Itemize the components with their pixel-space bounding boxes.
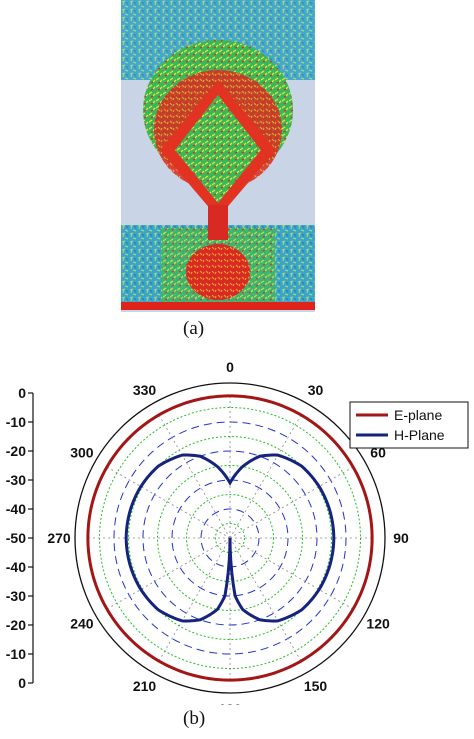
polar-chart: 0306090120150180210240270300330 0-10-20-… <box>6 359 469 705</box>
series-line-h-plane <box>124 453 336 623</box>
panel-b-caption: (b) <box>183 708 206 729</box>
radial-tick-label: 0 <box>18 385 26 401</box>
legend-box <box>349 401 469 449</box>
angle-tick-label: 240 <box>70 616 94 632</box>
radial-tick-label: -40 <box>6 501 26 517</box>
grid-spoke <box>229 537 303 664</box>
radial-tick-label: -40 <box>6 559 26 575</box>
angle-tick-label: 330 <box>133 382 157 398</box>
angle-tick-label: 90 <box>393 530 409 546</box>
radial-tick-label: -20 <box>6 617 26 633</box>
grid-spoke <box>229 465 356 539</box>
radial-tick-label: -10 <box>6 414 26 430</box>
angle-tick-label: 300 <box>70 445 94 461</box>
current-distribution-image <box>121 0 315 312</box>
radial-tick-label: -30 <box>6 588 26 604</box>
radial-tick-label: -30 <box>6 472 26 488</box>
angle-tick-label: 270 <box>47 530 71 546</box>
grid-circle-green <box>186 494 274 582</box>
panel-a-caption: (a) <box>183 318 205 339</box>
radial-tick-label: -50 <box>6 530 26 546</box>
angle-tick-label: 180 <box>218 701 242 705</box>
radial-axis: 0 -10 -20 -30 -40 -50 -40 -30 -20 -10 0 <box>6 385 34 691</box>
grid-spoke <box>157 537 231 664</box>
angle-tick-label: 30 <box>308 382 324 398</box>
grid-spoke <box>104 537 231 611</box>
angle-tick-label: 150 <box>304 678 328 694</box>
grid-spoke <box>229 537 356 611</box>
legend-label: H-Plane <box>394 427 445 443</box>
grid-spoke <box>104 465 231 539</box>
angle-tick-label: 120 <box>366 616 390 632</box>
legend-label: E-plane <box>394 407 442 423</box>
angle-tick-labels: 0306090120150180210240270300330 <box>47 359 409 705</box>
grid-spoke <box>229 412 303 539</box>
radial-tick-label: 0 <box>18 675 26 691</box>
series-line-e-plane <box>86 394 374 682</box>
grid-spoke <box>157 412 231 539</box>
series-layer <box>86 394 374 682</box>
grid-circle-green <box>215 523 245 553</box>
radial-tick-label: -20 <box>6 443 26 459</box>
angle-tick-label: 0 <box>226 359 234 375</box>
angle-tick-label: 210 <box>133 678 157 694</box>
legend: E-plane H-Plane <box>349 401 469 449</box>
grid-circle-blue <box>171 479 289 597</box>
grid-circle-green <box>157 465 303 611</box>
radial-tick-label: -10 <box>6 646 26 662</box>
